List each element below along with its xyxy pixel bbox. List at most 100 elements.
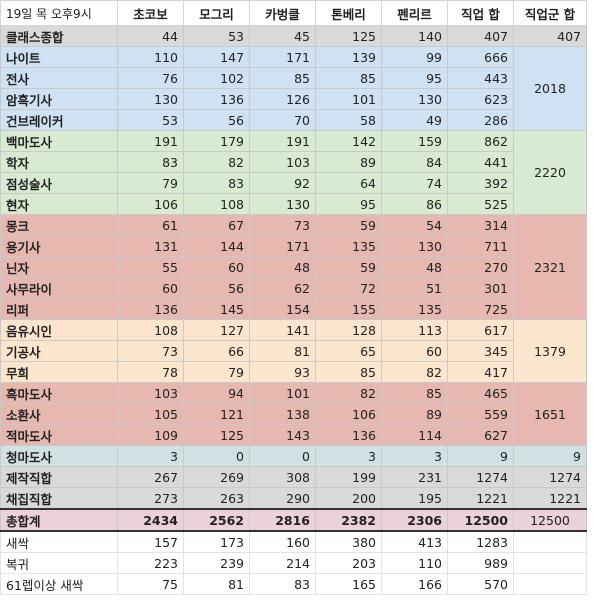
- value-cell[interactable]: 74: [381, 172, 448, 194]
- value-cell[interactable]: 83: [249, 573, 316, 595]
- value-cell[interactable]: 131: [117, 235, 184, 257]
- value-cell[interactable]: 171: [249, 235, 316, 257]
- value-cell[interactable]: 142: [315, 130, 382, 152]
- value-cell[interactable]: 125: [183, 424, 250, 446]
- value-cell[interactable]: 155: [315, 298, 382, 320]
- group-sum-cell[interactable]: 1379: [513, 319, 587, 383]
- value-cell[interactable]: 44: [117, 25, 184, 47]
- value-cell[interactable]: 58: [315, 109, 382, 131]
- col-header[interactable]: 톤베리: [315, 0, 382, 26]
- total-group-cell[interactable]: 12500: [513, 508, 587, 532]
- value-cell[interactable]: 195: [381, 487, 448, 510]
- label-cell[interactable]: 새싹: [0, 530, 118, 553]
- value-cell[interactable]: 130: [381, 235, 448, 257]
- value-cell[interactable]: 154: [249, 298, 316, 320]
- value-cell[interactable]: 85: [381, 382, 448, 404]
- value-cell[interactable]: 56: [183, 277, 250, 299]
- job-sum-cell[interactable]: 286: [447, 109, 514, 131]
- value-cell[interactable]: 267: [117, 466, 184, 488]
- value-cell[interactable]: 85: [249, 67, 316, 89]
- job-sum-cell[interactable]: 417: [447, 361, 514, 383]
- value-cell[interactable]: 60: [381, 340, 448, 362]
- job-sum-cell[interactable]: 617: [447, 319, 514, 341]
- value-cell[interactable]: 82: [381, 361, 448, 383]
- value-cell[interactable]: 157: [117, 530, 184, 553]
- job-name-cell[interactable]: 닌자: [0, 256, 118, 278]
- job-sum-cell[interactable]: 989: [447, 552, 514, 574]
- col-header[interactable]: 직업 합: [447, 0, 514, 26]
- value-cell[interactable]: 191: [249, 130, 316, 152]
- total-value-cell[interactable]: 2562: [183, 508, 250, 532]
- value-cell[interactable]: 191: [117, 130, 184, 152]
- job-name-cell[interactable]: 적마도사: [0, 424, 118, 446]
- value-cell[interactable]: 54: [381, 214, 448, 236]
- value-cell[interactable]: 92: [249, 172, 316, 194]
- group-sum-cell[interactable]: 2220: [513, 130, 587, 215]
- value-cell[interactable]: 139: [315, 46, 382, 68]
- value-cell[interactable]: 55: [117, 256, 184, 278]
- value-cell[interactable]: 141: [249, 319, 316, 341]
- value-cell[interactable]: 83: [183, 172, 250, 194]
- job-name-cell[interactable]: 무희: [0, 361, 118, 383]
- value-cell[interactable]: 53: [117, 109, 184, 131]
- total-value-cell[interactable]: 12500: [447, 508, 514, 532]
- empty-cell[interactable]: [513, 552, 587, 574]
- job-sum-cell[interactable]: 1274: [447, 466, 514, 488]
- value-cell[interactable]: 109: [117, 424, 184, 446]
- job-name-cell[interactable]: 소환사: [0, 403, 118, 425]
- value-cell[interactable]: 95: [315, 193, 382, 215]
- group-sum-cell[interactable]: 2321: [513, 214, 587, 320]
- value-cell[interactable]: 61: [117, 214, 184, 236]
- job-sum-cell[interactable]: 407: [447, 25, 514, 47]
- group-sum-cell[interactable]: 1651: [513, 382, 587, 446]
- value-cell[interactable]: 145: [183, 298, 250, 320]
- empty-cell[interactable]: [513, 573, 587, 595]
- value-cell[interactable]: 3: [315, 445, 382, 467]
- job-sum-cell[interactable]: 725: [447, 298, 514, 320]
- value-cell[interactable]: 106: [117, 193, 184, 215]
- job-name-cell[interactable]: 전사: [0, 67, 118, 89]
- value-cell[interactable]: 173: [183, 530, 250, 553]
- job-name-cell[interactable]: 백마도사: [0, 130, 118, 152]
- value-cell[interactable]: 53: [183, 25, 250, 47]
- job-name-cell[interactable]: 기공사: [0, 340, 118, 362]
- col-header[interactable]: 카벙클: [249, 0, 316, 26]
- value-cell[interactable]: 126: [249, 88, 316, 110]
- value-cell[interactable]: 110: [381, 552, 448, 574]
- value-cell[interactable]: 413: [381, 530, 448, 553]
- group-sum-cell[interactable]: 1221: [513, 487, 587, 510]
- value-cell[interactable]: 95: [381, 67, 448, 89]
- job-sum-cell[interactable]: 559: [447, 403, 514, 425]
- job-name-cell[interactable]: 사무라이: [0, 277, 118, 299]
- value-cell[interactable]: 200: [315, 487, 382, 510]
- value-cell[interactable]: 113: [381, 319, 448, 341]
- job-sum-cell[interactable]: 711: [447, 235, 514, 257]
- value-cell[interactable]: 99: [381, 46, 448, 68]
- value-cell[interactable]: 60: [183, 256, 250, 278]
- value-cell[interactable]: 160: [249, 530, 316, 553]
- job-sum-cell[interactable]: 862: [447, 130, 514, 152]
- value-cell[interactable]: 273: [117, 487, 184, 510]
- value-cell[interactable]: 72: [315, 277, 382, 299]
- value-cell[interactable]: 239: [183, 552, 250, 574]
- job-name-cell[interactable]: 청마도사: [0, 445, 118, 467]
- value-cell[interactable]: 73: [117, 340, 184, 362]
- job-sum-cell[interactable]: 525: [447, 193, 514, 215]
- value-cell[interactable]: 135: [381, 298, 448, 320]
- value-cell[interactable]: 93: [249, 361, 316, 383]
- job-sum-cell[interactable]: 570: [447, 573, 514, 595]
- job-name-cell[interactable]: 건브레이커: [0, 109, 118, 131]
- job-name-cell[interactable]: 용기사: [0, 235, 118, 257]
- value-cell[interactable]: 223: [117, 552, 184, 574]
- value-cell[interactable]: 102: [183, 67, 250, 89]
- job-sum-cell[interactable]: 623: [447, 88, 514, 110]
- job-name-cell[interactable]: 채집직합: [0, 487, 118, 510]
- job-name-cell[interactable]: 리퍼: [0, 298, 118, 320]
- job-name-cell[interactable]: 암흑기사: [0, 88, 118, 110]
- value-cell[interactable]: 48: [249, 256, 316, 278]
- group-sum-cell[interactable]: 9: [513, 445, 587, 467]
- col-header[interactable]: 초코보: [117, 0, 184, 26]
- job-sum-cell[interactable]: 301: [447, 277, 514, 299]
- job-sum-cell[interactable]: 666: [447, 46, 514, 68]
- value-cell[interactable]: 136: [117, 298, 184, 320]
